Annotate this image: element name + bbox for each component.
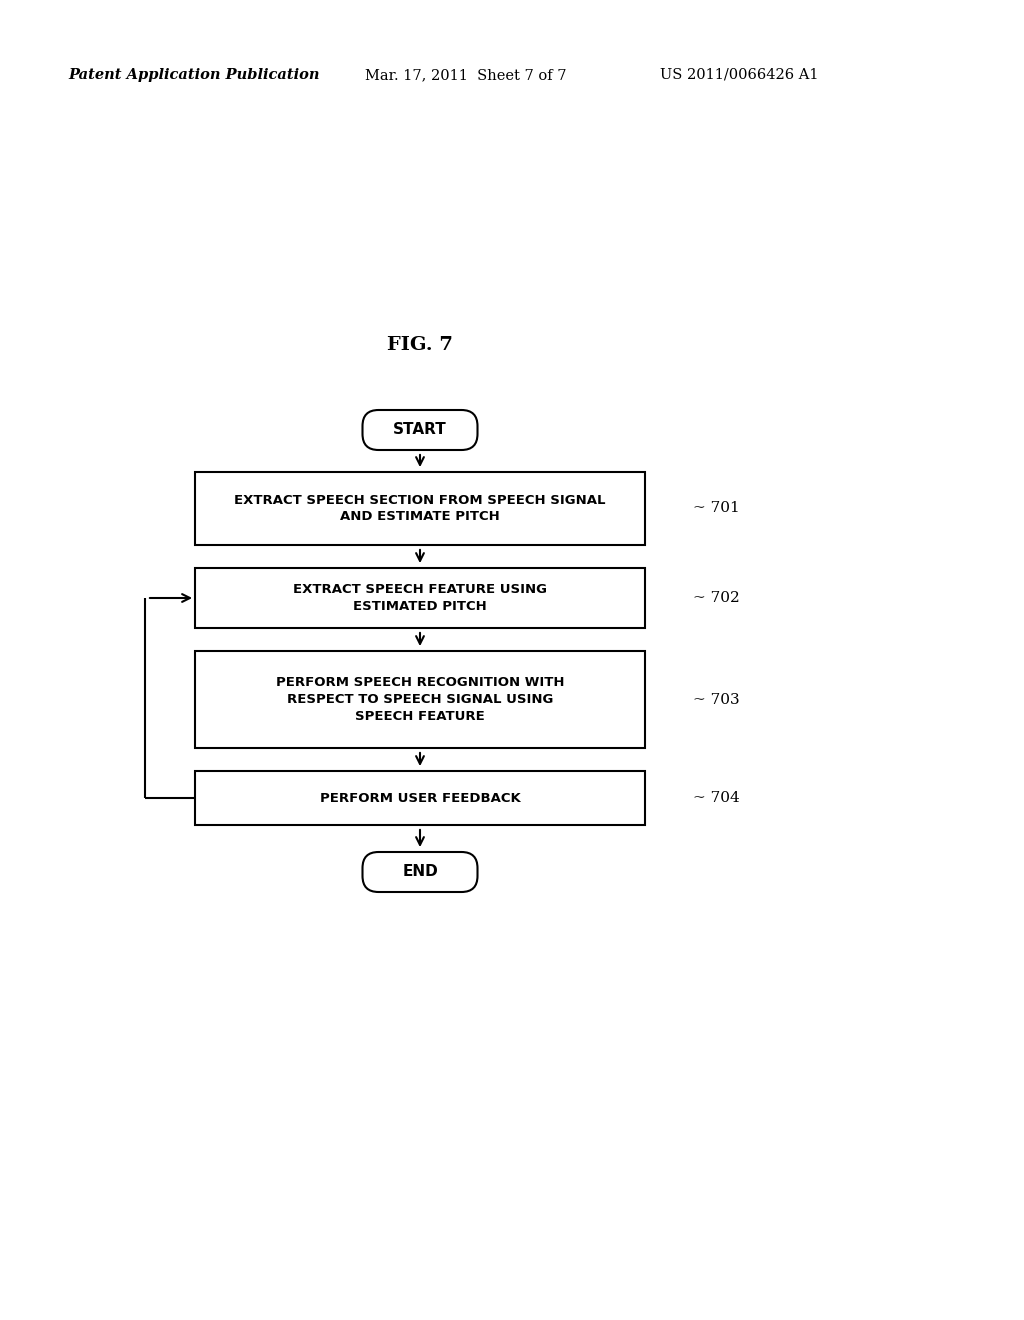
FancyBboxPatch shape — [362, 411, 477, 450]
Bar — [195, 771, 645, 825]
Text: ~ 701: ~ 701 — [693, 502, 739, 516]
FancyBboxPatch shape — [362, 851, 477, 892]
Text: EXTRACT SPEECH SECTION FROM SPEECH SIGNAL
AND ESTIMATE PITCH: EXTRACT SPEECH SECTION FROM SPEECH SIGNA… — [234, 494, 606, 524]
Text: FIG. 7: FIG. 7 — [387, 337, 453, 354]
Bar — [195, 568, 645, 628]
Text: ~ 704: ~ 704 — [693, 791, 739, 805]
Bar — [195, 473, 645, 545]
Text: ~ 702: ~ 702 — [693, 591, 739, 605]
Bar — [195, 651, 645, 748]
Text: START: START — [393, 422, 446, 437]
Text: US 2011/0066426 A1: US 2011/0066426 A1 — [660, 69, 818, 82]
Text: Patent Application Publication: Patent Application Publication — [68, 69, 319, 82]
Text: END: END — [402, 865, 438, 879]
Text: EXTRACT SPEECH FEATURE USING
ESTIMATED PITCH: EXTRACT SPEECH FEATURE USING ESTIMATED P… — [293, 583, 547, 612]
Text: ~ 703: ~ 703 — [693, 693, 739, 706]
Text: Mar. 17, 2011  Sheet 7 of 7: Mar. 17, 2011 Sheet 7 of 7 — [365, 69, 566, 82]
Text: PERFORM USER FEEDBACK: PERFORM USER FEEDBACK — [319, 792, 520, 804]
Text: PERFORM SPEECH RECOGNITION WITH
RESPECT TO SPEECH SIGNAL USING
SPEECH FEATURE: PERFORM SPEECH RECOGNITION WITH RESPECT … — [275, 676, 564, 723]
